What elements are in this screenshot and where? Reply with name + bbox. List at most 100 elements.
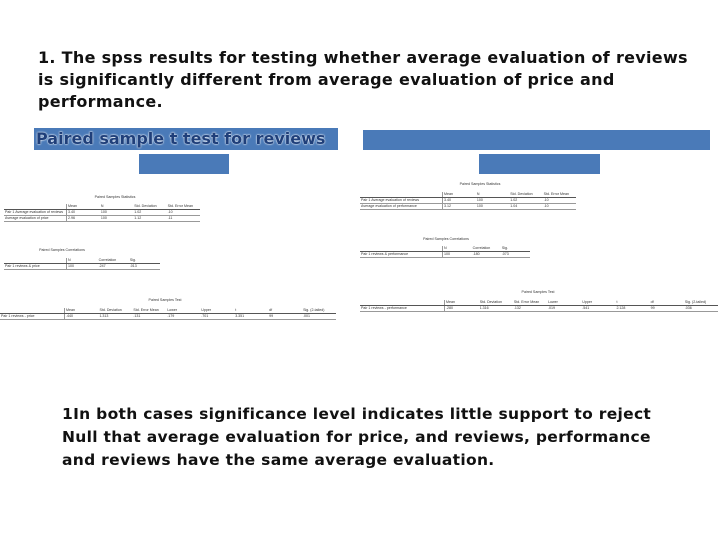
- header-cell: Sig. (2-tailed): [302, 308, 336, 314]
- header-cell: Std. Error Mean: [512, 300, 548, 306]
- table-cell: 1.02: [133, 209, 167, 216]
- table-cell: .036: [683, 305, 718, 312]
- header-cell: Upper: [581, 300, 616, 306]
- header-cell: Std. Error Mean: [542, 192, 576, 198]
- header-cell: Mean: [442, 192, 476, 198]
- row-label: Average evaluation of price: [4, 215, 67, 222]
- table-cell: 100: [475, 197, 510, 204]
- header-cell: Sig.: [128, 258, 160, 264]
- header-cell: [360, 246, 443, 252]
- table-cell: 100: [99, 215, 134, 222]
- header-cell: t: [234, 308, 269, 314]
- subtitle-bar-left: [139, 154, 229, 174]
- table-row: Average evaluation of price 2.96 100 1.1…: [4, 215, 200, 222]
- stats-table: Mean N Std. Deviation Std. Error Mean Pa…: [4, 204, 200, 222]
- conclusion-line: 1In both cases significance level indica…: [62, 405, 652, 423]
- test-table: Mean Std. Deviation Std. Error Mean Lowe…: [0, 308, 336, 320]
- spss-output-right: Paired Samples Statistics Mean N Std. De…: [358, 180, 720, 355]
- title-bar-right: [363, 130, 710, 150]
- conclusion-line: Null that average evaluation for price, …: [62, 428, 651, 446]
- row-label: Pair 1 Average evaluation of reviews: [4, 209, 67, 216]
- header-cell: N: [99, 204, 134, 210]
- header-cell: Std. Deviation: [478, 300, 513, 306]
- table-cell: .440: [64, 313, 99, 320]
- table-cell: .073: [500, 251, 530, 258]
- table-cell: 100: [99, 209, 134, 216]
- conclusion-line: and reviews have the same average evalua…: [62, 451, 495, 469]
- header-cell: Correlation: [471, 246, 501, 252]
- header-cell: [4, 258, 67, 264]
- table-row: Pair 1 reviews - performance .280 1.316 …: [360, 305, 718, 312]
- table-cell: 3.40: [66, 209, 100, 216]
- corr-caption: Paired Samples Correlations: [423, 237, 469, 241]
- test-caption: Paired Samples Test: [521, 290, 555, 294]
- table-row: Pair 1 reviews - price .440 1.313 .131 .…: [0, 313, 336, 320]
- table-cell: .280: [444, 305, 479, 312]
- table-cell: .132: [512, 305, 548, 312]
- stats-caption: Paired Samples Statistics: [94, 195, 136, 199]
- row-label: Pair 1 reviews & price: [4, 263, 67, 270]
- header-cell: Lower: [547, 300, 582, 306]
- table-cell: .10: [542, 203, 576, 210]
- table-cell: 2.96: [66, 215, 100, 222]
- test-table: Mean Std. Deviation Std. Error Mean Lowe…: [360, 300, 718, 312]
- table-cell: 1.04: [509, 203, 543, 210]
- spss-output-left: Paired Samples Statistics Mean N Std. De…: [0, 188, 338, 360]
- table-cell: .013: [128, 263, 160, 270]
- header-cell: Sig. (2-tailed): [683, 300, 718, 306]
- stats-caption: Paired Samples Statistics: [459, 182, 501, 186]
- table-cell: 1.313: [98, 313, 133, 320]
- table-cell: 100: [66, 263, 98, 270]
- corr-caption: Paired Samples Correlations: [39, 248, 85, 252]
- header-cell: [360, 300, 445, 306]
- header-cell: Lower: [166, 308, 201, 314]
- subtitle-bar-right: [479, 154, 600, 174]
- table-cell: .701: [200, 313, 235, 320]
- table-cell: 1.12: [133, 215, 167, 222]
- header-cell: df: [649, 300, 684, 306]
- table-header-row: Mean Std. Deviation Std. Error Mean Lowe…: [360, 300, 718, 306]
- header-cell: Std. Deviation: [509, 192, 543, 198]
- table-row: Average evaluation of performance 3.12 1…: [360, 203, 576, 210]
- header-cell: t: [615, 300, 650, 306]
- table-header-row: Mean N Std. Deviation Std. Error Mean: [4, 204, 200, 210]
- header-cell: [360, 192, 443, 198]
- table-cell: 2.128: [615, 305, 650, 312]
- row-label: Pair 1 reviews & performance: [360, 251, 443, 258]
- table-cell: .10: [542, 197, 576, 204]
- header-cell: N: [442, 246, 472, 252]
- row-label: Pair 1 reviews - performance: [360, 305, 445, 312]
- corr-table: N Correlation Sig. Pair 1 reviews & perf…: [360, 246, 530, 258]
- header-cell: [4, 204, 67, 210]
- table-cell: .179: [166, 313, 201, 320]
- header-cell: Mean: [66, 204, 100, 210]
- table-row: Pair 1 Average evaluation of reviews 3.4…: [360, 197, 576, 204]
- header-cell: [0, 308, 65, 314]
- header-cell: N: [475, 192, 510, 198]
- header-cell: Std. Deviation: [133, 204, 167, 210]
- table-cell: 3.351: [234, 313, 269, 320]
- header-cell: Std. Error Mean: [166, 204, 200, 210]
- row-label: Pair 1 reviews - price: [0, 313, 65, 320]
- table-cell: 3.40: [442, 197, 476, 204]
- table-cell: 100: [475, 203, 510, 210]
- table-cell: 1.02: [509, 197, 543, 204]
- header-cell: Mean: [444, 300, 479, 306]
- table-cell: 99: [268, 313, 303, 320]
- table-cell: 1.316: [478, 305, 513, 312]
- table-cell: .10: [166, 209, 200, 216]
- corr-table: N Correlation Sig. Pair 1 reviews & pric…: [4, 258, 160, 270]
- table-header-row: N Correlation Sig.: [4, 258, 160, 264]
- header-cell: Mean: [64, 308, 99, 314]
- table-row: Pair 1 reviews & performance 100 .180 .0…: [360, 251, 530, 258]
- slide-heading: 1. The spss results for testing whether …: [38, 48, 688, 111]
- table-cell: .541: [581, 305, 616, 312]
- row-label: Average evaluation of performance: [360, 203, 443, 210]
- table-cell: .180: [471, 251, 501, 258]
- header-cell: Correlation: [97, 258, 129, 264]
- table-cell: .001: [302, 313, 336, 320]
- table-row: Pair 1 reviews & price 100 .247 .013: [4, 263, 160, 270]
- table-header-row: N Correlation Sig.: [360, 246, 530, 252]
- stats-table: Mean N Std. Deviation Std. Error Mean Pa…: [360, 192, 576, 210]
- table-cell: .247: [97, 263, 129, 270]
